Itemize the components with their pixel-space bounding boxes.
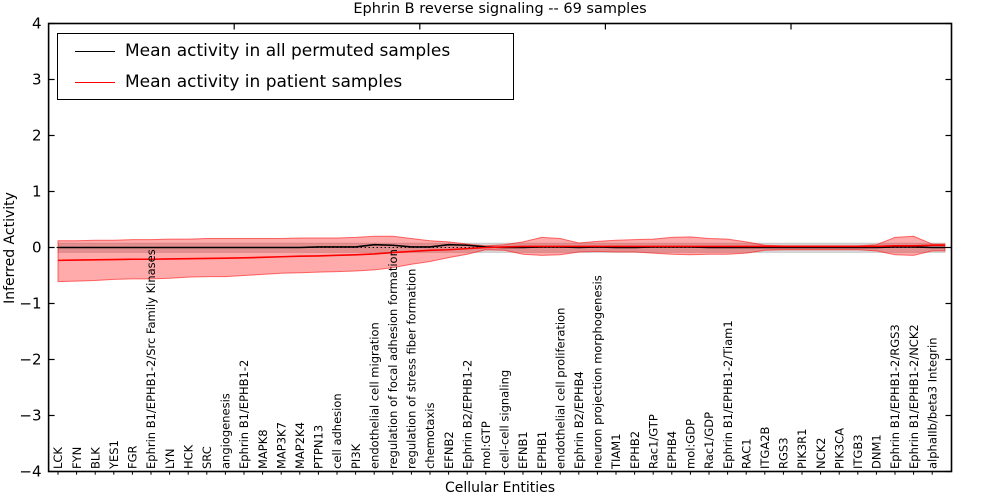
legend: Mean activity in all permuted samples Me… bbox=[57, 33, 514, 100]
x-category-label: MAP2K4 bbox=[293, 422, 307, 469]
chart-title: Ephrin B reverse signaling -- 69 samples bbox=[353, 1, 647, 17]
x-category-label: EPHB4 bbox=[665, 431, 679, 469]
x-category-label: FGR bbox=[126, 445, 140, 469]
x-category-label: ITGB3 bbox=[851, 434, 865, 469]
x-category-label: FYN bbox=[70, 447, 84, 469]
y-tick-label: −2 bbox=[19, 351, 41, 369]
x-category-label: SRC bbox=[200, 446, 214, 469]
y-tick-label: 1 bbox=[32, 183, 42, 201]
axis-ticks bbox=[48, 22, 952, 475]
x-category-label: PIK3R1 bbox=[795, 429, 809, 470]
x-category-label: MAPK8 bbox=[256, 429, 270, 469]
x-category-label: Ephrin B2/EPHB4 bbox=[572, 371, 586, 469]
x-category-label: endothelial cell proliferation bbox=[553, 308, 567, 469]
x-category-label: Ephrin B1/EPHB1-2/Src Family Kinases bbox=[144, 249, 158, 469]
y-tick-label: −4 bbox=[19, 463, 41, 481]
x-category-label: cell adhesion bbox=[330, 393, 344, 469]
x-category-label: Ephrin B2/EPHB1-2 bbox=[460, 360, 474, 469]
x-category-label: DNM1 bbox=[870, 434, 884, 469]
x-category-label: cell-cell signaling bbox=[498, 370, 512, 469]
x-category-label: RAC1 bbox=[739, 438, 753, 469]
legend-entry-patient: Mean activity in patient samples bbox=[75, 68, 513, 96]
x-category-label: EPHB2 bbox=[628, 431, 642, 469]
x-axis-label: Cellular Entities bbox=[444, 480, 556, 496]
x-category-label: ITGA2B bbox=[758, 426, 772, 469]
x-category-label: mol:GDP bbox=[684, 419, 698, 469]
x-category-label: TIAM1 bbox=[609, 433, 623, 470]
y-tick-label: 0 bbox=[32, 239, 42, 257]
x-category-label: Ephrin B1/EPHB1-2 bbox=[237, 360, 251, 469]
x-category-label: Ephrin B1/EPHB1-2/Tiam1 bbox=[721, 320, 735, 469]
patient-line-swatch bbox=[75, 81, 115, 83]
x-category-label: chemotaxis bbox=[423, 403, 437, 469]
x-category-label: Rac1/GTP bbox=[646, 414, 660, 469]
x-category-label: EFNB1 bbox=[516, 431, 530, 469]
y-axis-label: Inferred Activity bbox=[2, 192, 18, 304]
y-tick-label: −1 bbox=[19, 295, 41, 313]
x-category-label: RGS3 bbox=[777, 437, 791, 469]
y-tick-label: 4 bbox=[32, 15, 42, 33]
x-category-label: BLK bbox=[88, 447, 102, 469]
x-category-label: YES1 bbox=[107, 440, 121, 470]
legend-label-permuted: Mean activity in all permuted samples bbox=[125, 41, 451, 61]
x-category-label: neuron projection morphogenesis bbox=[591, 275, 605, 469]
x-category-label: NCK2 bbox=[814, 438, 828, 470]
y-tick-label: 2 bbox=[32, 127, 42, 145]
x-category-label: alphaIIb/beta3 Integrin bbox=[925, 337, 939, 469]
x-category-label: PTPN13 bbox=[312, 425, 326, 469]
x-category-label: mol:GTP bbox=[479, 421, 493, 469]
x-category-label: MAP3K7 bbox=[274, 422, 288, 469]
x-category-label: Ephrin B1/EPHB1-2/RGS3 bbox=[888, 324, 902, 469]
x-category-label: LCK bbox=[51, 447, 65, 469]
x-category-label: HCK bbox=[181, 444, 195, 469]
x-category-label: regulation of focal adhesion formation bbox=[386, 249, 400, 469]
x-category-label: PI3K bbox=[349, 443, 363, 469]
permuted-line-swatch bbox=[75, 50, 115, 52]
x-category-label: Ephrin B1/EPHB1-2/NCK2 bbox=[907, 324, 921, 469]
y-tick-label: 3 bbox=[32, 71, 42, 89]
patient-mean-line bbox=[57, 244, 945, 262]
x-category-label: regulation of stress fiber formation bbox=[405, 269, 419, 469]
legend-label-patient: Mean activity in patient samples bbox=[125, 72, 403, 92]
x-category-label: EFNB2 bbox=[442, 431, 456, 469]
y-tick-label: −3 bbox=[19, 407, 41, 425]
x-category-label: PIK3CA bbox=[832, 428, 846, 469]
x-category-label: Rac1/GDP bbox=[702, 412, 716, 469]
x-category-label: angiogenesis bbox=[219, 393, 233, 469]
x-category-label: LYN bbox=[163, 448, 177, 469]
x-category-label: EPHB1 bbox=[535, 431, 549, 469]
x-category-label: endothelial cell migration bbox=[367, 322, 381, 469]
legend-entry-permuted: Mean activity in all permuted samples bbox=[75, 37, 513, 65]
